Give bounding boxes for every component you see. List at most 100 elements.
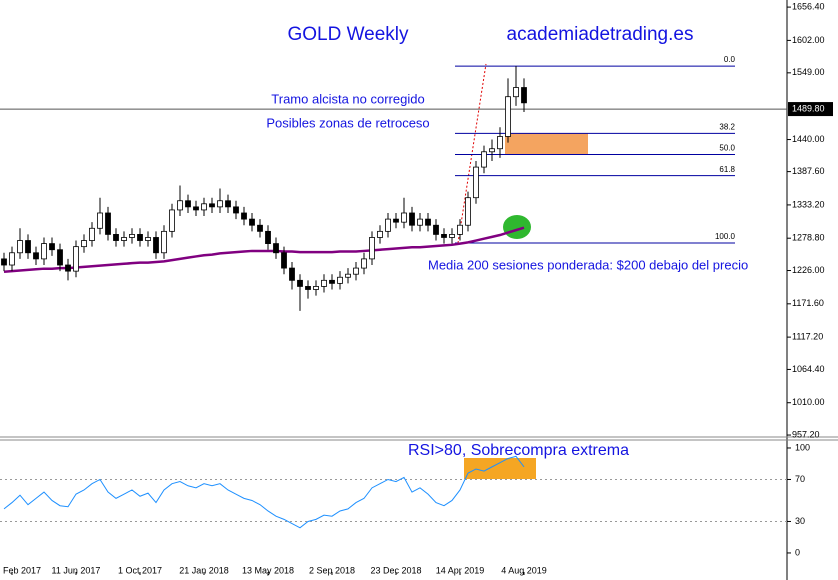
candle-body <box>257 224 263 232</box>
y-tick-label: 1226.00 <box>792 265 825 275</box>
candle-body <box>129 234 135 238</box>
y-tick-label: 1064.40 <box>792 364 825 374</box>
x-tick-label: 2 Sep 2018 <box>309 565 355 575</box>
y-tick-label: 1117.20 <box>792 331 823 341</box>
candle-body <box>425 218 431 226</box>
candle-body <box>225 200 231 208</box>
candle-body <box>169 209 175 232</box>
candle-body <box>65 264 71 272</box>
price-label-box <box>788 102 833 117</box>
fib-label: 100.0 <box>715 232 736 241</box>
rsi-line <box>3 455 525 529</box>
candle-body <box>521 87 527 104</box>
candle-body <box>305 286 311 290</box>
annotation: Posibles zonas de retroceso <box>266 115 429 130</box>
candle-body <box>105 212 111 235</box>
highlight-blob <box>503 215 531 239</box>
y-tick-label: 1602.00 <box>792 35 825 45</box>
y-tick-label: 957.20 <box>792 429 820 439</box>
candle-body <box>217 200 223 208</box>
y-tick-label: 1278.80 <box>792 233 825 243</box>
annotation: RSI>80, Sobrecompra extrema <box>408 442 629 459</box>
candle-body <box>409 212 415 226</box>
candle-body <box>265 230 271 244</box>
candle-body <box>249 218 255 226</box>
y-tick-label: 0 <box>795 547 800 557</box>
retracement-zone <box>505 133 588 155</box>
candle-body <box>145 237 151 241</box>
x-tick-label: 11 Jun 2017 <box>52 565 101 575</box>
x-tick-label: 4 Aug 2019 <box>501 565 547 575</box>
candle-body <box>289 267 295 281</box>
y-tick-label: 70 <box>795 474 805 484</box>
candle-body <box>9 252 15 266</box>
candle-body <box>137 234 143 241</box>
x-tick-label: 23 Dec 2018 <box>370 565 421 575</box>
annotation: Tramo alcista no corregido <box>271 91 424 106</box>
y-tick-label: 1010.00 <box>792 397 825 407</box>
candle-body <box>329 279 335 284</box>
candle-body <box>209 203 215 208</box>
candle-body <box>241 212 247 220</box>
candle-body <box>489 148 495 153</box>
candle-body <box>369 237 375 260</box>
y-tick-label: 1656.40 <box>792 1 825 11</box>
candle-body <box>49 243 55 251</box>
candle-body <box>1 258 7 266</box>
price-label: 1489.80 <box>792 103 825 113</box>
candle-body <box>441 234 447 238</box>
candle-body <box>281 252 287 269</box>
candle-body <box>417 218 423 226</box>
candle-body <box>177 200 183 211</box>
candle-body <box>273 243 279 254</box>
fib-label: 0.0 <box>724 55 736 64</box>
y-tick-label: 1440.00 <box>792 134 825 144</box>
moving-average <box>3 226 525 273</box>
candle-body <box>449 234 455 238</box>
candle-body <box>113 234 119 241</box>
candle-body <box>89 227 95 241</box>
candle-body <box>473 166 479 199</box>
fib-label: 50.0 <box>719 144 735 153</box>
candle-body <box>505 96 511 137</box>
y-tick-label: 1387.60 <box>792 166 825 176</box>
candle-body <box>337 276 343 284</box>
candle-body <box>481 151 487 168</box>
candle-body <box>97 212 103 229</box>
x-tick-label: 13 May 2018 <box>242 565 294 575</box>
candle-body <box>433 224 439 235</box>
candle-body <box>385 218 391 232</box>
y-tick-label: 1333.20 <box>792 199 825 209</box>
candle-body <box>121 237 127 241</box>
candle-body <box>33 252 39 260</box>
candle-body <box>161 230 167 254</box>
candle-body <box>497 136 503 150</box>
candle-body <box>17 240 23 254</box>
fib-label: 38.2 <box>719 123 735 132</box>
y-tick-label: 30 <box>795 516 805 526</box>
candle-body <box>401 212 407 223</box>
candle-body <box>313 286 319 290</box>
candle-body <box>25 240 31 254</box>
candle-body <box>321 279 327 287</box>
candle-body <box>345 273 351 278</box>
candle-body <box>201 203 207 211</box>
candle-body <box>233 206 239 214</box>
x-tick-label: 1 Oct 2017 <box>118 565 162 575</box>
x-tick-label: Feb 2017 <box>3 565 41 575</box>
candle-body <box>41 243 47 260</box>
candle-body <box>377 230 383 238</box>
candle-body <box>393 218 399 223</box>
candle-body <box>513 87 519 98</box>
candle-body <box>465 197 471 226</box>
candle-body <box>81 240 87 248</box>
x-tick-label: 14 Apr 2019 <box>436 565 485 575</box>
y-tick-label: 1549.00 <box>792 67 825 77</box>
fib-label: 61.8 <box>719 165 735 174</box>
candle-body <box>57 249 63 266</box>
x-tick-label: 21 Jan 2018 <box>179 565 229 575</box>
chart-subtitle: academiadetrading.es <box>507 24 694 45</box>
candle-body <box>185 200 191 208</box>
